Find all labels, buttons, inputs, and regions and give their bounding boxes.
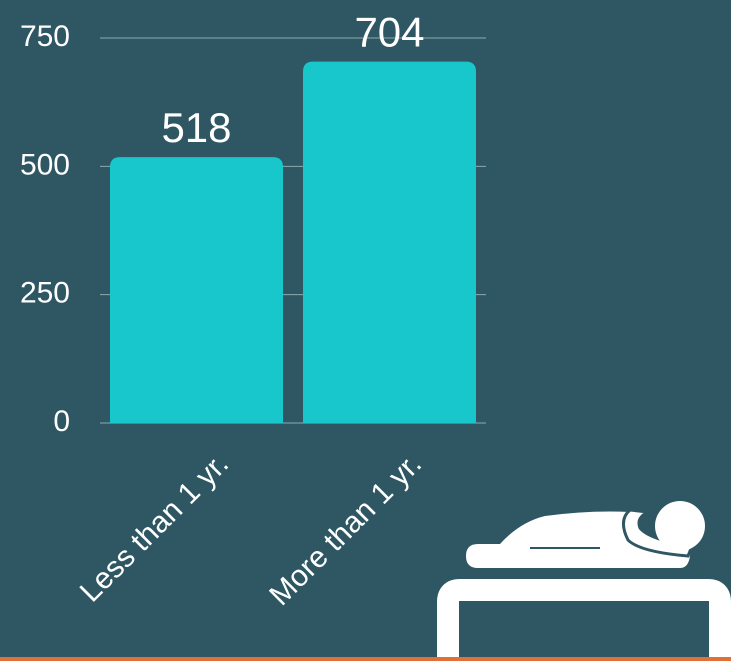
y-tick-label: 0	[53, 405, 70, 438]
y-tick-label: 500	[20, 148, 70, 181]
y-tick-label: 250	[20, 277, 70, 310]
head	[655, 501, 705, 551]
data-label: 518	[161, 104, 231, 151]
bar	[303, 61, 476, 423]
bar	[110, 157, 283, 424]
y-tick-label: 750	[20, 20, 70, 53]
body-base	[466, 544, 691, 568]
bars	[110, 61, 476, 424]
table-icon	[437, 579, 731, 661]
bottom-stripe	[0, 657, 731, 661]
massage-icon	[437, 501, 731, 661]
data-label: 704	[354, 9, 424, 56]
torso	[500, 511, 640, 548]
